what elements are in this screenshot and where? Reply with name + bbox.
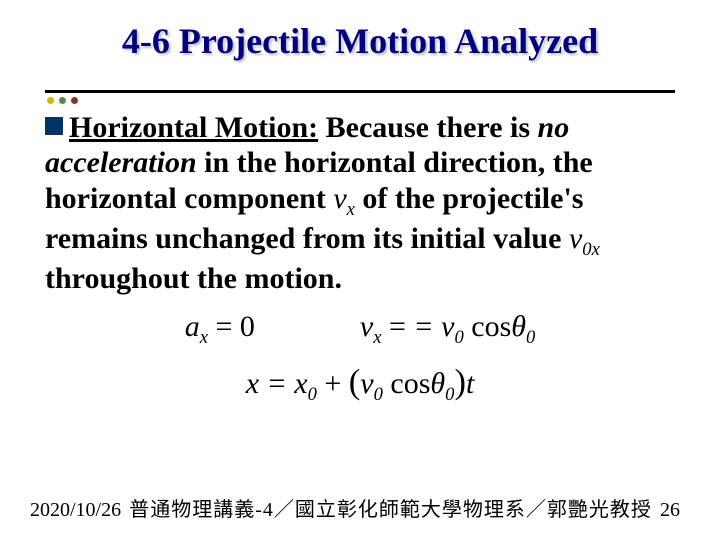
eq-x-plus: + <box>317 367 349 400</box>
body-t4: throughout the motion. <box>45 262 342 295</box>
body-paragraph: Horizontal Motion: Because there is no a… <box>45 110 675 296</box>
v0x-sub: 0x <box>582 239 600 260</box>
eq-vx-theta: θ <box>511 310 526 343</box>
eq-x-theta: θ <box>430 367 445 400</box>
equation-row-2: x = x0 + (v0 cosθ0)t <box>45 363 675 406</box>
title-rule <box>45 90 675 93</box>
footer-date: 2020/10/26 <box>30 499 121 522</box>
eq-vx-v: v <box>360 310 373 343</box>
lead-label: Horizontal Motion: <box>69 111 318 144</box>
eq-x-lhs-sub: 0 <box>308 384 317 405</box>
eq-x-lhs: x = x <box>246 367 308 400</box>
eq-ax-a: a <box>185 310 200 343</box>
vx-symbol: vx <box>333 182 355 215</box>
eq-ax-rhs: = 0 <box>208 310 255 343</box>
eq-x-cos: cos <box>383 367 431 400</box>
bullet-square-icon <box>45 117 63 135</box>
dot-3 <box>71 97 78 104</box>
eq-x-v0-sub: 0 <box>374 384 383 405</box>
eq-vx-v0-sub: 0 <box>454 327 463 348</box>
footer-page-number: 26 <box>660 499 680 522</box>
eq-x: x = x0 + (v0 cosθ0)t <box>246 363 475 406</box>
eq-x-close: ) <box>454 363 466 401</box>
vx-sub: x <box>347 199 355 220</box>
dot-1 <box>47 97 54 104</box>
eq-vx-cos: cos <box>464 310 512 343</box>
footer: 2020/10/26 普通物理講義-4／國立彰化師範大學物理系／郭艷光教授 26 <box>0 493 720 522</box>
eq-x-t: t <box>466 367 474 400</box>
eq-ax: ax = 0 <box>185 310 255 349</box>
eq-ax-sub: x <box>200 327 208 348</box>
eq-x-open: ( <box>349 363 361 401</box>
dot-2 <box>59 97 66 104</box>
body-t1: Because there is <box>318 111 537 144</box>
vx-var: v <box>333 182 346 215</box>
slide: 4-6 Projectile Motion Analyzed Horizonta… <box>0 0 720 540</box>
eq-vx-theta-sub: 0 <box>526 327 535 348</box>
accent-dots <box>47 97 675 104</box>
footer-center: 普通物理講義-4／國立彰化師範大學物理系／郭艷光教授 <box>121 493 660 522</box>
slide-title: 4-6 Projectile Motion Analyzed <box>45 20 675 72</box>
eq-vx: vx = = v0 cosθ0 <box>360 310 535 349</box>
v0x-var: v <box>569 222 582 255</box>
equation-row-1: ax = 0 vx = = v0 cosθ0 <box>45 310 675 349</box>
v0x-symbol: v0x <box>569 222 600 255</box>
eq-vx-v0: = v <box>413 310 454 343</box>
eq-x-v0: v <box>360 367 373 400</box>
